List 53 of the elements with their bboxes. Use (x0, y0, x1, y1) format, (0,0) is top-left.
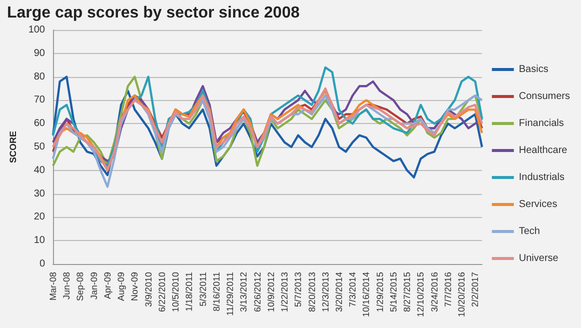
x-tick-label: 10/20/2016 (456, 272, 467, 318)
x-tick-label: 5/3/2011 (198, 272, 208, 306)
x-tick-label: 8/27/2015 (402, 272, 412, 312)
x-tick-label: 12/3/2013 (320, 272, 330, 312)
x-tick-label: 3/13/2012 (238, 272, 249, 312)
y-tick-label: 0 (39, 258, 46, 270)
y-axis-title: SCORE (8, 130, 18, 164)
x-tick-label: Sep-08 (75, 272, 86, 302)
x-tick-label: Jan-09 (88, 272, 99, 300)
legend-label: Tech (518, 226, 540, 237)
x-tick-label: 10/9/2012 (266, 272, 276, 312)
y-tick-label: 40 (34, 164, 46, 176)
x-tick-label: 7/7/2016 (442, 272, 453, 308)
x-tick-label: 1/22/2013 (280, 272, 290, 312)
legend-label: Healthcare (518, 145, 568, 156)
x-tick-label: 6/26/2012 (252, 272, 262, 312)
legend-label: Services (518, 199, 558, 210)
x-tick-label: Apr-09 (102, 272, 112, 300)
x-tick-label: 5/7/2013 (293, 272, 304, 308)
y-tick-label: 70 (34, 94, 46, 106)
x-tick-label: Mar-08 (48, 272, 58, 301)
chart-title: Large cap scores by sector since 2008 (7, 4, 300, 22)
x-tick-label: 12/10/2015 (416, 272, 426, 318)
y-tick-label: 100 (28, 24, 46, 36)
y-tick-label: 80 (34, 71, 46, 82)
y-tick-label: 10 (34, 235, 46, 246)
legend-label: Basics (518, 64, 548, 75)
x-tick-label: 3/20/2014 (334, 272, 344, 312)
x-tick-label: Aug-09 (116, 272, 126, 302)
y-tick-label: 60 (34, 118, 46, 130)
x-tick-label: 1/29/2015 (374, 272, 385, 312)
legend-label: Industrials (518, 172, 564, 183)
x-tick-label: 11/29/2011 (225, 272, 236, 316)
x-tick-label: Jun-08 (62, 272, 72, 300)
x-tick-label: 8/16/2011 (211, 272, 222, 312)
x-tick-label: 10/16/2014 (361, 272, 372, 318)
legend-label: Consumers (518, 91, 570, 102)
legend-label: Universe (518, 253, 559, 264)
x-tick-label: 7/3/2014 (348, 272, 358, 308)
x-tick-label: 2/2/2017 (470, 272, 480, 308)
x-tick-label: Nov-09 (130, 272, 140, 302)
y-tick-label: 20 (34, 212, 46, 223)
y-tick-label: 30 (34, 188, 46, 200)
y-tick-label: 50 (34, 142, 46, 152)
x-tick-label: 6/22/2010 (156, 272, 167, 312)
x-tick-label: 1/18/2011 (184, 272, 194, 312)
x-tick-label: 5/14/2015 (388, 272, 398, 312)
x-tick-label: 8/20/2013 (306, 272, 317, 312)
x-tick-label: 3/24/2016 (429, 272, 440, 312)
y-tick-label: 90 (34, 48, 46, 59)
x-tick-label: 10/5/2010 (170, 272, 181, 312)
legend-label: Financials (518, 118, 564, 129)
x-tick-label: 3/9/2010 (143, 272, 154, 308)
